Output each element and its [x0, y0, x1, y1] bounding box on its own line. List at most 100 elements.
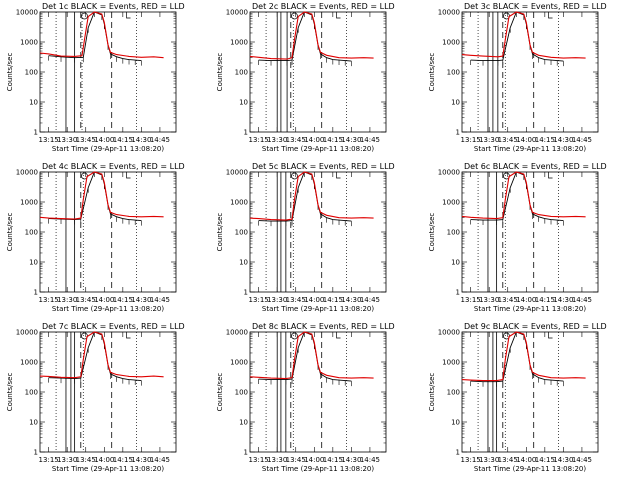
x-axis-label: Start Time (29-Apr-11 13:08:20) [52, 465, 164, 473]
series-line-events [258, 331, 352, 382]
y-tick-label: 10 [239, 99, 248, 107]
x-tick-label: 14:15 [113, 456, 133, 464]
x-tick-label: 13:15 [461, 296, 481, 304]
x-tick-label: 13:45 [286, 136, 306, 144]
y-tick-label: 10 [239, 419, 248, 427]
panel-title: Det 4c BLACK = Events, RED = LLD [42, 162, 185, 171]
plot-frame [249, 331, 387, 453]
x-tick-label: 13:15 [249, 136, 269, 144]
y-axis-label: Counts/sec [428, 373, 436, 412]
x-axis-label: Start Time (29-Apr-11 13:08:20) [262, 305, 374, 313]
x-tick-label: 14:30 [341, 136, 361, 144]
x-tick-label: 13:30 [479, 136, 499, 144]
x-tick-label: 14:45 [572, 136, 592, 144]
x-tick-label: 13:15 [39, 456, 59, 464]
x-tick-label: 14:00 [94, 296, 114, 304]
x-tick-label: 13:15 [249, 456, 269, 464]
y-tick-label: 100 [235, 229, 248, 237]
y-tick-label: 1 [34, 129, 38, 137]
y-tick-label: 10000 [226, 169, 248, 177]
x-axis-label: Start Time (29-Apr-11 13:08:20) [52, 305, 164, 313]
y-axis-label: Counts/sec [216, 53, 224, 92]
x-tick-label: 13:15 [39, 136, 59, 144]
x-tick-label: 13:30 [267, 456, 287, 464]
y-tick-label: 100 [447, 229, 460, 237]
x-tick-label: 14:45 [360, 456, 380, 464]
y-axis-label: Counts/sec [6, 213, 14, 252]
bracket-marker [126, 332, 131, 339]
series-line-lld [249, 171, 374, 221]
y-tick-label: 1000 [20, 39, 38, 47]
y-tick-label: 1 [456, 289, 460, 297]
x-axis-label: Start Time (29-Apr-11 13:08:20) [474, 145, 586, 153]
x-axis-label: Start Time (29-Apr-11 13:08:20) [474, 305, 586, 313]
y-tick-label: 10 [451, 99, 460, 107]
x-tick-label: 13:15 [249, 296, 269, 304]
chart-panel-4: Det 4c BLACK = Events, RED = LLD 1 10 100 10… [6, 162, 185, 313]
x-tick-label: 14:00 [304, 456, 324, 464]
panel-title: Det 1c BLACK = Events, RED = LLD [42, 2, 185, 11]
bracket-marker [336, 172, 341, 179]
x-tick-label: 14:30 [131, 456, 151, 464]
y-tick-label: 10 [451, 259, 460, 267]
x-tick-label: 13:30 [267, 136, 287, 144]
x-tick-label: 13:30 [57, 456, 77, 464]
chart-panel-9: Det 9c BLACK = Events, RED = LLD 1 10 100 10… [428, 322, 607, 473]
series-line-events [48, 331, 142, 382]
y-tick-label: 1 [34, 289, 38, 297]
x-tick-label: 13:45 [76, 136, 96, 144]
y-tick-label: 1000 [230, 359, 248, 367]
bracket-marker [126, 172, 131, 179]
peak-marker-circle [81, 12, 88, 20]
x-tick-label: 13:30 [479, 456, 499, 464]
y-tick-label: 100 [25, 69, 38, 77]
x-tick-label: 13:30 [267, 296, 287, 304]
series-line-lld [39, 331, 164, 379]
y-tick-label: 1000 [230, 39, 248, 47]
x-tick-label: 14:00 [304, 136, 324, 144]
panel-title: Det 8c BLACK = Events, RED = LLD [252, 322, 395, 331]
plot-frame [249, 171, 387, 293]
x-tick-label: 14:15 [535, 296, 555, 304]
y-tick-label: 10000 [438, 329, 460, 337]
series-line-events [470, 171, 564, 222]
bracket-marker [336, 332, 341, 339]
x-tick-label: 13:45 [286, 296, 306, 304]
y-tick-label: 10 [29, 259, 38, 267]
x-tick-label: 14:45 [572, 296, 592, 304]
series-line-lld [39, 171, 164, 220]
x-tick-label: 13:45 [498, 296, 518, 304]
panel-title: Det 6c BLACK = Events, RED = LLD [464, 162, 607, 171]
y-tick-label: 1000 [442, 199, 460, 207]
x-tick-label: 14:00 [304, 296, 324, 304]
x-tick-label: 14:00 [516, 456, 536, 464]
series-line-events [470, 11, 564, 62]
x-tick-label: 14:30 [341, 456, 361, 464]
x-tick-label: 14:15 [113, 136, 133, 144]
y-tick-label: 100 [447, 69, 460, 77]
x-tick-label: 13:30 [479, 296, 499, 304]
y-tick-label: 100 [447, 389, 460, 397]
x-tick-label: 14:30 [553, 296, 573, 304]
y-axis-label: Counts/sec [6, 53, 14, 92]
y-axis-label: Counts/sec [428, 213, 436, 252]
series-line-lld [461, 331, 586, 382]
y-tick-label: 10 [451, 419, 460, 427]
y-tick-label: 10 [29, 419, 38, 427]
panel-title: Det 9c BLACK = Events, RED = LLD [464, 322, 607, 331]
y-axis-label: Counts/sec [216, 373, 224, 412]
x-axis-label: Start Time (29-Apr-11 13:08:20) [52, 145, 164, 153]
series-line-lld [461, 11, 586, 59]
chart-panel-2: Det 2c BLACK = Events, RED = LLD 1 10 100 10… [216, 2, 395, 153]
chart-panel-6: Det 6c BLACK = Events, RED = LLD 1 10 100 10… [428, 162, 607, 313]
y-tick-label: 1000 [230, 199, 248, 207]
series-line-lld [461, 171, 586, 220]
x-tick-label: 14:45 [360, 296, 380, 304]
chart-panel-1: Det 1c BLACK = Events, RED = LLD 1 10 100 10… [6, 2, 185, 153]
y-tick-label: 1 [244, 129, 248, 137]
x-tick-label: 14:15 [535, 456, 555, 464]
series-line-lld [249, 331, 374, 380]
x-tick-label: 14:00 [516, 296, 536, 304]
y-tick-label: 10000 [226, 9, 248, 17]
